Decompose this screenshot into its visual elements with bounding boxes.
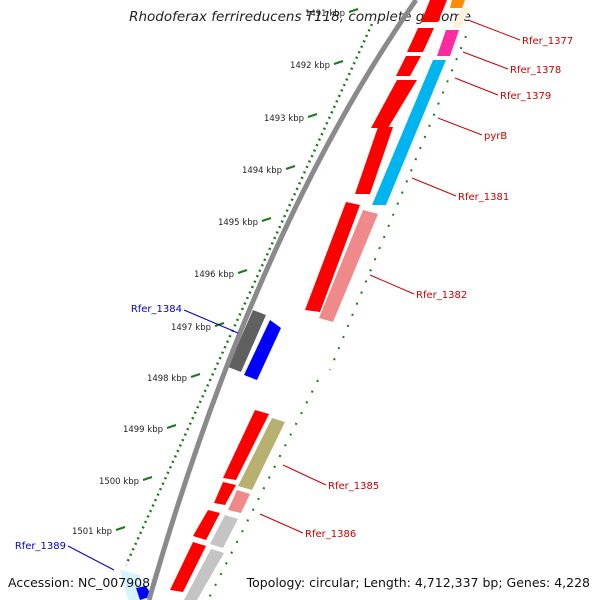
tick-label: 1493 kbp	[264, 114, 304, 124]
leader-rfer_1377	[467, 19, 521, 41]
lane-dots-lower	[207, 379, 319, 600]
tick-mark	[166, 424, 177, 429]
gene-label-rfer_1379: Rfer_1379	[500, 91, 551, 102]
gene-block-orange	[450, 0, 465, 8]
gene-block-lightred-1382	[319, 210, 378, 322]
leader-rfer_1389	[67, 545, 115, 571]
gene-block-lightred-1386	[228, 490, 250, 513]
tick-label: 1501 kbp	[72, 527, 112, 537]
gene-block-red-5	[355, 127, 393, 194]
tick-mark	[237, 269, 248, 274]
tick-label: 1496 kbp	[194, 270, 234, 280]
tick-mark	[115, 526, 126, 531]
gene-block-magenta	[437, 30, 459, 56]
gene-block-darkgrey	[228, 310, 266, 372]
leader-rfer_1379	[454, 77, 499, 96]
gene-block-olive	[238, 418, 285, 490]
tick-layer	[115, 8, 467, 600]
gene-label-rfer_1389: Rfer_1389	[15, 541, 66, 552]
gene-block-blue	[244, 320, 281, 380]
tick-label: 1498 kbp	[147, 374, 187, 384]
leader-rfer_1385	[282, 464, 327, 486]
leader-rfer_1382	[369, 274, 415, 295]
tick-mark	[190, 373, 201, 378]
tick-label: 1497 kbp	[171, 323, 211, 333]
gene-block-red-7	[193, 510, 220, 540]
gene-block-red-4	[371, 80, 417, 128]
gene-label-rfer_1384: Rfer_1384	[131, 304, 182, 315]
gene-block-red-1382	[305, 202, 360, 312]
label-layer: 1491 kbp 1492 kbp 1493 kbp 1494 kbp 1495 kbp…	[15, 9, 573, 552]
accession-text: Accession: NC_007908	[8, 575, 151, 590]
gene-block-red-3	[396, 56, 421, 76]
gene-block-red-8	[170, 542, 206, 592]
leader-rfer_1378	[462, 51, 509, 70]
topology-text: Topology: circular; Length: 4,712,337 bp…	[246, 575, 590, 590]
gene-label-rfer_1385: Rfer_1385	[328, 481, 379, 492]
leader-rfer_1384	[183, 309, 239, 334]
backbone-layer	[146, 0, 419, 600]
leader-rfer_1386	[259, 513, 304, 534]
tick-label: 1500 kbp	[99, 477, 139, 487]
map-title: Rhodoferax ferrireducens T118, complete …	[129, 9, 471, 25]
tick-mark	[285, 165, 296, 170]
tick-mark	[348, 8, 359, 13]
gene-label-rfer_1382: Rfer_1382	[416, 290, 467, 301]
gene-block-red-6	[223, 410, 269, 480]
tick-label: 1495 kbp	[218, 218, 258, 228]
leader-pyrb	[437, 117, 483, 136]
leader-rfer_1381	[411, 177, 457, 197]
lane-dots-upper	[329, 35, 467, 371]
gene-band-layer	[120, 0, 470, 600]
leader-line-layer	[67, 19, 521, 571]
gene-block-cyan	[372, 60, 446, 205]
tick-mark	[333, 60, 344, 65]
gene-block-cream	[452, 8, 470, 28]
tick-label: 1492 kbp	[290, 61, 330, 71]
gene-block-red-top-2	[407, 28, 434, 52]
gene-label-pyrb: pyrB	[484, 131, 507, 142]
gene-label-rfer_1378: Rfer_1378	[510, 65, 561, 76]
tick-label: 1499 kbp	[123, 425, 163, 435]
gene-label-rfer_1377: Rfer_1377	[522, 36, 573, 47]
gene-label-rfer_1381: Rfer_1381	[458, 192, 509, 203]
gene-block-red-top-1	[421, 0, 447, 22]
gene-block-red-1385	[214, 482, 236, 505]
tick-label: 1491 kbp	[305, 9, 345, 19]
gene-label-rfer_1386: Rfer_1386	[305, 529, 356, 540]
tick-mark	[307, 113, 318, 118]
tick-mark	[214, 322, 225, 327]
tick-label: 1494 kbp	[242, 166, 282, 176]
tick-mark	[261, 217, 272, 222]
gene-block-grey-1	[210, 515, 238, 548]
backbone-arc	[146, 0, 419, 600]
tick-mark	[142, 476, 153, 481]
gene-block-grey-2	[184, 549, 224, 600]
